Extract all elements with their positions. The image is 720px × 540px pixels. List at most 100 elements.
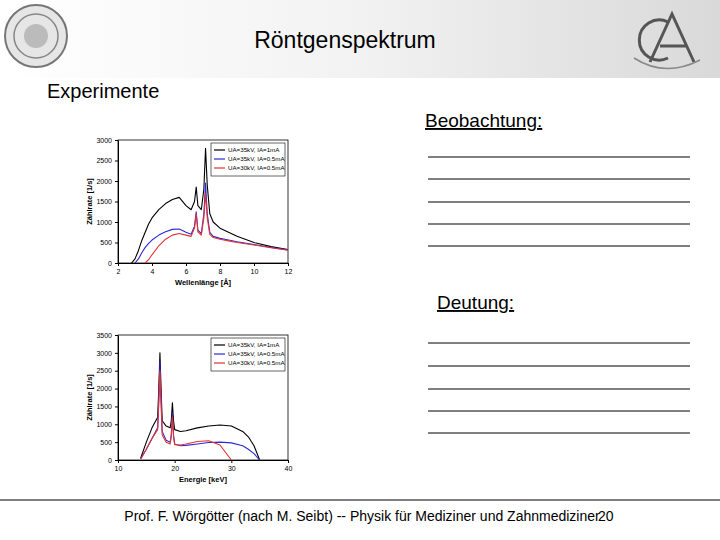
x-tick-mark	[231, 460, 232, 463]
x-tick-mark	[152, 263, 153, 266]
y-tick-mark	[115, 335, 118, 336]
y-tick-label: 1000	[96, 421, 112, 428]
series-line	[141, 371, 232, 460]
x-axis: 10 20 30 40	[115, 460, 293, 472]
logo-left	[5, 5, 67, 67]
y-tick-label: 1500	[96, 403, 112, 410]
x-tick-label: 6	[185, 268, 189, 275]
y-tick-mark	[115, 353, 118, 354]
legend-label: UA=35kV, IA=1mA	[228, 341, 280, 348]
x-tick-label: 8	[219, 268, 223, 275]
y-tick: 3000	[96, 137, 118, 144]
answer-line	[428, 179, 690, 180]
y-tick: 1500	[96, 403, 118, 410]
legend-swatch	[214, 167, 225, 168]
answer-line	[428, 389, 690, 390]
footer-text: Prof. F. Wörgötter (nach M. Seibt) -- Ph…	[124, 508, 600, 524]
y-tick-label: 1000	[96, 219, 112, 226]
plot-frame	[118, 140, 288, 263]
chart: 102030400500100015002000250030003500Ener…	[85, 332, 292, 484]
x-tick: 30	[228, 460, 236, 472]
series-line	[145, 193, 288, 263]
y-tick-mark	[115, 243, 118, 244]
legend: UA=35kV, IA=1mAUA=35kV, IA=0.5mAUA=30kV,…	[211, 143, 285, 176]
y-tick: 3500	[96, 332, 118, 339]
interpretation-heading: Deutung:	[437, 292, 514, 313]
x-axis-title: Energie [keV]	[179, 475, 227, 484]
x-tick: 6	[185, 263, 189, 275]
x-tick-label: 20	[171, 465, 179, 472]
legend-label: UA=30kV, IA=0.5mA	[228, 164, 285, 171]
header-band	[0, 0, 720, 78]
y-axis-line	[118, 141, 119, 264]
x-tick: 12	[285, 263, 293, 275]
x-axis-line	[119, 263, 289, 264]
slide: RöntgenspektrumExperimenteBeobachtung:De…	[0, 0, 720, 540]
y-tick: 1000	[96, 421, 118, 428]
y-tick: 0	[108, 260, 118, 267]
y-tick-label: 500	[100, 239, 112, 246]
y-tick-label: 2500	[96, 367, 112, 374]
answer-line	[428, 157, 690, 158]
logo-right	[634, 14, 700, 69]
y-tick-label: 0	[108, 260, 112, 267]
page-number: 20	[598, 508, 614, 524]
series-line	[135, 183, 288, 263]
y-tick: 500	[100, 439, 118, 446]
y-tick-mark	[115, 202, 118, 203]
legend-swatch	[214, 362, 225, 363]
y-axis-title: Zählrate [1/s]	[85, 374, 94, 421]
y-axis: 0500100015002000250030003500	[96, 332, 118, 464]
y-tick: 1000	[96, 219, 118, 226]
answer-line	[428, 224, 690, 225]
y-tick-mark	[115, 181, 118, 182]
x-axis: 24681012	[117, 263, 293, 275]
y-tick-label: 1500	[96, 198, 112, 205]
y-tick: 1500	[96, 198, 118, 205]
answer-line	[428, 202, 690, 203]
legend-swatch	[214, 149, 225, 150]
y-tick: 500	[100, 239, 118, 246]
chart: 24681012050010001500200025003000Wellenlä…	[85, 137, 292, 287]
x-tick-mark	[220, 263, 221, 266]
y-tick: 0	[108, 457, 118, 464]
x-tick-label: 4	[151, 268, 155, 275]
answer-line	[428, 366, 690, 367]
x-tick-mark	[175, 460, 176, 463]
observation-heading: Beobachtung:	[425, 110, 542, 131]
x-tick-mark	[186, 263, 187, 266]
y-tick-mark	[115, 442, 118, 443]
x-tick: 10	[251, 263, 259, 275]
y-tick-mark	[115, 222, 118, 223]
y-axis: 0 500 1000 1500 2000 2500 3000	[96, 137, 118, 267]
y-tick-mark	[115, 263, 118, 264]
y-tick: 3000	[96, 350, 118, 357]
x-tick: 8	[219, 263, 223, 275]
plot-area	[132, 148, 288, 263]
y-tick: 2500	[96, 367, 118, 374]
x-tick: 40	[285, 460, 293, 472]
legend-swatch	[214, 353, 225, 354]
y-tick: 2000	[96, 178, 118, 185]
plot-frame	[118, 335, 288, 460]
answer-line	[428, 343, 690, 344]
y-tick-label: 3500	[96, 332, 112, 339]
x-tick-label: 30	[228, 465, 236, 472]
y-tick-label: 500	[100, 439, 112, 446]
y-tick-label: 0	[108, 457, 112, 464]
y-tick-label: 2000	[96, 178, 112, 185]
y-tick-mark	[115, 424, 118, 425]
legend-swatch	[214, 158, 225, 159]
series-line	[132, 148, 288, 263]
legend-label: UA=35kV, IA=0.5mA	[228, 155, 285, 162]
y-tick-label: 3000	[96, 137, 112, 144]
answer-line	[428, 411, 690, 412]
legend: UA=35kV, IA=1mAUA=35kV, IA=0.5mAUA=30kV,…	[211, 338, 285, 371]
x-tick-label: 10	[115, 465, 123, 472]
y-tick-label: 2500	[96, 157, 112, 164]
x-tick-mark	[288, 263, 289, 266]
legend-label: UA=30kV, IA=0.5mA	[228, 359, 285, 366]
footer-rule	[0, 500, 720, 501]
x-axis-line	[119, 460, 289, 461]
legend-box	[211, 143, 285, 176]
